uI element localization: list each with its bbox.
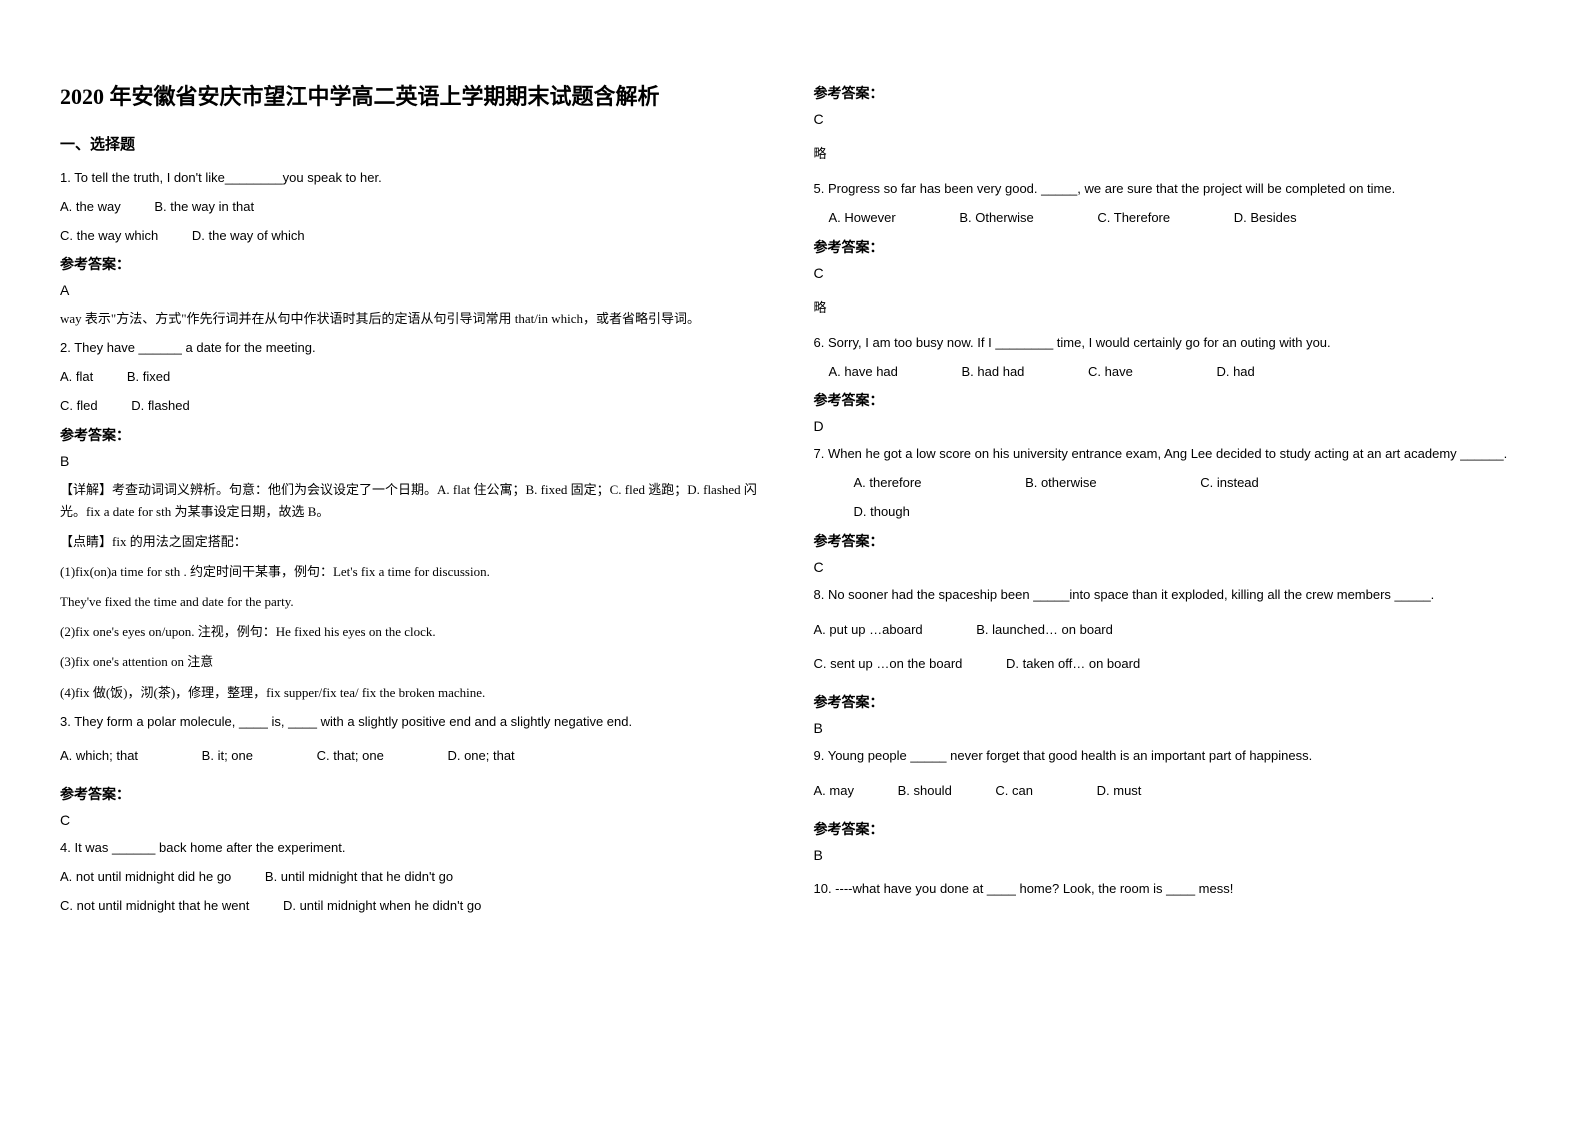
q2-options-row1: A. flat B. fixed bbox=[60, 367, 774, 388]
q3-optD: D. one; that bbox=[447, 746, 514, 767]
q2-text: 2. They have ______ a date for the meeti… bbox=[60, 338, 774, 359]
q2-answer-label: 参考答案： bbox=[60, 425, 774, 445]
q6-optD: D. had bbox=[1216, 362, 1254, 383]
q10-text: 10. ----what have you done at ____ home?… bbox=[814, 879, 1528, 900]
q1-answer: A bbox=[60, 282, 774, 298]
q4-optD: D. until midnight when he didn't go bbox=[283, 896, 481, 917]
q4-optB: B. until midnight that he didn't go bbox=[265, 867, 453, 888]
q6-optB: B. had had bbox=[962, 362, 1025, 383]
q8-optC: C. sent up …on the board bbox=[814, 654, 963, 675]
q6-text: 6. Sorry, I am too busy now. If I ______… bbox=[814, 333, 1528, 354]
q1-answer-label: 参考答案： bbox=[60, 254, 774, 274]
q6-options: A. have had B. had had C. have D. had bbox=[814, 362, 1528, 383]
q3-optB: B. it; one bbox=[202, 746, 253, 767]
q5-text: 5. Progress so far has been very good. _… bbox=[814, 179, 1528, 200]
q2-optD: D. flashed bbox=[131, 396, 190, 417]
q6-answer-label: 参考答案： bbox=[814, 390, 1528, 410]
q7-optA: A. therefore bbox=[854, 473, 922, 494]
q7-answer-label: 参考答案： bbox=[814, 531, 1528, 551]
q5-optC: C. Therefore bbox=[1097, 208, 1170, 229]
q3-optA: A. which; that bbox=[60, 746, 138, 767]
q7-text: 7. When he got a low score on his univer… bbox=[814, 444, 1528, 465]
q7-answer: C bbox=[814, 559, 1528, 575]
q9-optB: B. should bbox=[898, 781, 952, 802]
q3-answer: C bbox=[60, 812, 774, 828]
q7-options-row1: A. therefore B. otherwise C. instead bbox=[814, 473, 1528, 494]
q5-optB: B. Otherwise bbox=[959, 208, 1033, 229]
q4-optC: C. not until midnight that he went bbox=[60, 896, 249, 917]
q1-options-row2: C. the way which D. the way of which bbox=[60, 226, 774, 247]
q2-exp3: (1)fix(on)a time for sth . 约定时间干某事，例句：Le… bbox=[60, 561, 774, 583]
q2-exp7: (4)fix 做(饭)，沏(茶)，修理，整理，fix supper/fix te… bbox=[60, 682, 774, 704]
q2-exp5: (2)fix one's eyes on/upon. 注视，例句：He fixe… bbox=[60, 621, 774, 643]
q6-optC: C. have bbox=[1088, 362, 1133, 383]
q8-text: 8. No sooner had the spaceship been ____… bbox=[814, 585, 1528, 606]
q7-optB: B. otherwise bbox=[1025, 473, 1097, 494]
q2-exp2: 【点睛】fix 的用法之固定搭配： bbox=[60, 531, 774, 553]
q8-optA: A. put up …aboard bbox=[814, 620, 923, 641]
q9-optD: D. must bbox=[1097, 781, 1142, 802]
q2-exp1: 【详解】考查动词词义辨析。句意：他们为会议设定了一个日期。A. flat 住公寓… bbox=[60, 479, 774, 523]
right-column: 参考答案： C 略 5. Progress so far has been ve… bbox=[814, 80, 1528, 1042]
q4-answer: C bbox=[814, 111, 1528, 127]
q3-answer-label: 参考答案： bbox=[60, 784, 774, 804]
q5-lue: 略 bbox=[814, 297, 1528, 319]
q5-options: A. However B. Otherwise C. Therefore D. … bbox=[814, 208, 1528, 229]
q1-optA: A. the way bbox=[60, 197, 121, 218]
q8-answer: B bbox=[814, 720, 1528, 736]
q7-options-row2: D. though bbox=[814, 502, 1528, 523]
q2-optA: A. flat bbox=[60, 367, 93, 388]
q1-explanation: way 表示"方法、方式"作先行词并在从句中作状语时其后的定语从句引导词常用 t… bbox=[60, 308, 774, 330]
q6-optA: A. have had bbox=[829, 362, 898, 383]
q3-text: 3. They form a polar molecule, ____ is, … bbox=[60, 712, 774, 733]
section-header: 一、选择题 bbox=[60, 133, 774, 154]
q9-optC: C. can bbox=[995, 781, 1033, 802]
q8-options-row2: C. sent up …on the board D. taken off… o… bbox=[814, 654, 1528, 675]
q1-options-row1: A. the way B. the way in that bbox=[60, 197, 774, 218]
q2-answer: B bbox=[60, 453, 774, 469]
q2-options-row2: C. fled D. flashed bbox=[60, 396, 774, 417]
q4-answer-label: 参考答案： bbox=[814, 83, 1528, 103]
q1-optB: B. the way in that bbox=[154, 197, 254, 218]
q4-options-row2: C. not until midnight that he went D. un… bbox=[60, 896, 774, 917]
q4-text: 4. It was ______ back home after the exp… bbox=[60, 838, 774, 859]
q1-optD: D. the way of which bbox=[192, 226, 305, 247]
q7-optD: D. though bbox=[854, 502, 910, 523]
q9-options: A. may B. should C. can D. must bbox=[814, 781, 1528, 802]
q8-optD: D. taken off… on board bbox=[1006, 654, 1140, 675]
q5-optD: D. Besides bbox=[1234, 208, 1297, 229]
left-column: 2020 年安徽省安庆市望江中学高二英语上学期期末试题含解析 一、选择题 1. … bbox=[60, 80, 774, 1042]
q9-optA: A. may bbox=[814, 781, 854, 802]
q4-lue: 略 bbox=[814, 143, 1528, 165]
q1-optC: C. the way which bbox=[60, 226, 158, 247]
q1-text: 1. To tell the truth, I don't like______… bbox=[60, 168, 774, 189]
q3-options: A. which; that B. it; one C. that; one D… bbox=[60, 746, 774, 767]
q2-exp4: They've fixed the time and date for the … bbox=[60, 591, 774, 613]
q2-optC: C. fled bbox=[60, 396, 98, 417]
q8-answer-label: 参考答案： bbox=[814, 692, 1528, 712]
q4-optA: A. not until midnight did he go bbox=[60, 867, 231, 888]
q7-optC: C. instead bbox=[1200, 473, 1259, 494]
q2-exp6: (3)fix one's attention on 注意 bbox=[60, 651, 774, 673]
q9-answer: B bbox=[814, 847, 1528, 863]
q5-answer-label: 参考答案： bbox=[814, 237, 1528, 257]
q9-answer-label: 参考答案： bbox=[814, 819, 1528, 839]
document-title: 2020 年安徽省安庆市望江中学高二英语上学期期末试题含解析 bbox=[60, 80, 774, 113]
q2-optB: B. fixed bbox=[127, 367, 170, 388]
q8-optB: B. launched… on board bbox=[976, 620, 1113, 641]
q6-answer: D bbox=[814, 418, 1528, 434]
q5-optA: A. However bbox=[829, 208, 896, 229]
q5-answer: C bbox=[814, 265, 1528, 281]
q8-options-row1: A. put up …aboard B. launched… on board bbox=[814, 620, 1528, 641]
q4-options-row1: A. not until midnight did he go B. until… bbox=[60, 867, 774, 888]
q9-text: 9. Young people _____ never forget that … bbox=[814, 746, 1528, 767]
q3-optC: C. that; one bbox=[317, 746, 384, 767]
